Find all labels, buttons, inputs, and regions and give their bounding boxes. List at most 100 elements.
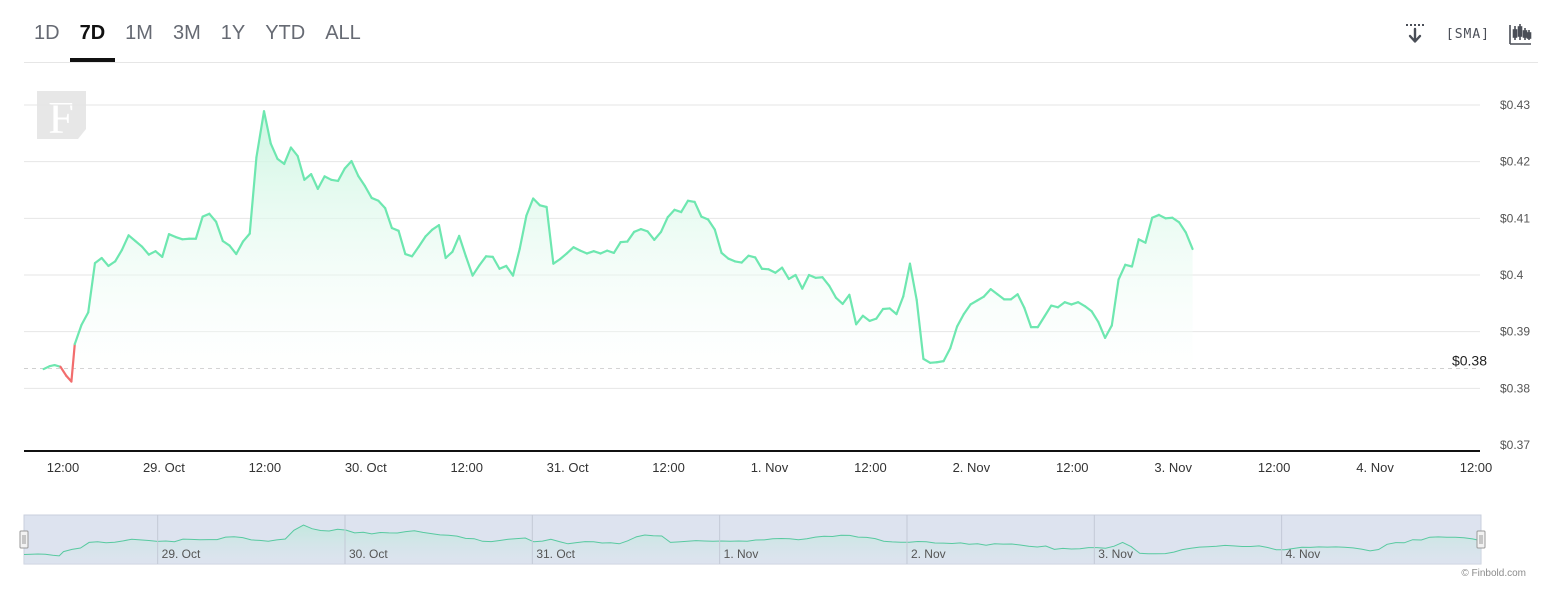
series-segment	[935, 360, 945, 364]
series-segment	[458, 234, 467, 258]
y-tick-label: $0.39	[1500, 325, 1530, 339]
x-tick-label: 12:00	[249, 460, 282, 475]
series-segment	[565, 246, 575, 255]
x-tick-label: 3. Nov	[1154, 460, 1192, 475]
series-segment	[1016, 293, 1026, 309]
x-tick-label: 12:00	[1258, 460, 1291, 475]
series-segment	[316, 175, 326, 190]
tab-1m[interactable]: 1M	[125, 22, 153, 44]
navigator-handle-right[interactable]	[1476, 530, 1486, 549]
series-segment	[134, 239, 144, 248]
y-tick-label: $0.4	[1500, 268, 1524, 282]
series-segment	[269, 142, 279, 160]
candlestick-icon[interactable]	[1508, 20, 1532, 48]
tab-ytd[interactable]: YTD	[265, 22, 306, 44]
series-segment	[801, 273, 811, 290]
tab-1y[interactable]: 1Y	[220, 22, 246, 44]
series-segment	[1070, 301, 1080, 306]
series-segment	[740, 254, 750, 264]
series-segment	[1151, 213, 1161, 219]
series-segment	[881, 307, 891, 311]
series-segment	[1130, 238, 1140, 268]
series-segment	[343, 159, 353, 170]
series-segment	[558, 252, 568, 261]
sma-bracket-right: ]	[1481, 26, 1490, 42]
tab-all[interactable]: ALL	[325, 22, 361, 44]
series-segment	[80, 311, 90, 326]
series-segment	[767, 268, 777, 274]
series-segment	[982, 288, 992, 298]
tab-1d[interactable]: 1D	[34, 22, 60, 44]
x-tick-label: 12:00	[47, 460, 80, 475]
series-segment	[208, 212, 218, 223]
tab-7d[interactable]: 7D	[69, 14, 116, 62]
series-segment	[1050, 304, 1060, 309]
series-segment	[855, 314, 864, 326]
series-segment	[760, 267, 770, 271]
x-tick-label: 12:00	[1056, 460, 1089, 475]
series-segment	[127, 234, 137, 243]
series-segment	[464, 255, 474, 277]
navigator-handle-left[interactable]	[19, 530, 29, 549]
series-segment	[181, 237, 191, 241]
series-segment	[1117, 263, 1127, 281]
sma-label: SMA	[1454, 26, 1482, 42]
series-segment	[989, 288, 999, 296]
series-segment	[390, 226, 400, 232]
x-tick-label: 12:00	[854, 460, 887, 475]
series-segment	[720, 251, 730, 260]
series-segment	[451, 234, 461, 253]
series-segment	[437, 224, 447, 260]
y-tick-label: $0.41	[1500, 211, 1530, 225]
series-segment	[323, 175, 333, 181]
tab-3m[interactable]: 3M	[172, 22, 201, 44]
series-segment	[444, 250, 454, 260]
sma-button[interactable]: [SMA]	[1446, 20, 1490, 48]
series-segment	[1063, 301, 1073, 306]
series-segment	[289, 146, 299, 158]
series-segment	[841, 293, 851, 305]
series-segment	[397, 229, 407, 256]
navigator-area	[24, 525, 1481, 564]
series-segment	[619, 240, 629, 244]
series-segment	[774, 266, 784, 274]
series-segment	[100, 256, 110, 268]
series-segment	[632, 228, 642, 234]
series-segment	[518, 214, 528, 251]
download-icon[interactable]	[1404, 20, 1428, 48]
y-tick-label: $0.42	[1500, 155, 1530, 169]
x-tick-label: 12:00	[450, 460, 483, 475]
price-chart: F $0.43 $0.42 $0.41 $0.4 $0.39 $0.38 $0.37 12:00…	[19, 91, 1530, 565]
series-segment	[1083, 305, 1093, 313]
header-divider	[24, 62, 1538, 63]
series-segment	[949, 325, 959, 350]
finbold-logo: F	[37, 91, 86, 143]
series-segment	[1036, 315, 1046, 329]
navigator-label: 31. Oct	[536, 547, 575, 561]
reference-label: $0.38	[1452, 353, 1487, 369]
series-segment	[120, 234, 130, 252]
series-segment	[167, 233, 177, 239]
credit-text: © Finbold.com	[1461, 568, 1526, 579]
series-segment	[976, 295, 986, 302]
series-segment	[221, 239, 231, 247]
series-segment	[707, 218, 716, 231]
x-tick-label: 31. Oct	[547, 460, 589, 475]
series-segment	[1090, 310, 1100, 324]
series-segment	[895, 295, 905, 316]
series-segment	[579, 249, 589, 255]
series-segment	[922, 357, 932, 364]
series-segment	[262, 110, 272, 145]
series-segment	[140, 245, 150, 256]
series-segment	[733, 260, 743, 264]
series-segment	[201, 212, 211, 218]
sma-bracket-left: [	[1445, 26, 1455, 42]
series-segment	[174, 235, 184, 241]
series-segment	[908, 262, 918, 302]
series-segment	[787, 273, 797, 281]
series-segment	[1097, 320, 1107, 339]
series-segment	[538, 204, 548, 209]
series-segment	[214, 220, 224, 243]
y-tick-label: $0.43	[1500, 98, 1530, 112]
navigator-label: 2. Nov	[911, 547, 946, 561]
